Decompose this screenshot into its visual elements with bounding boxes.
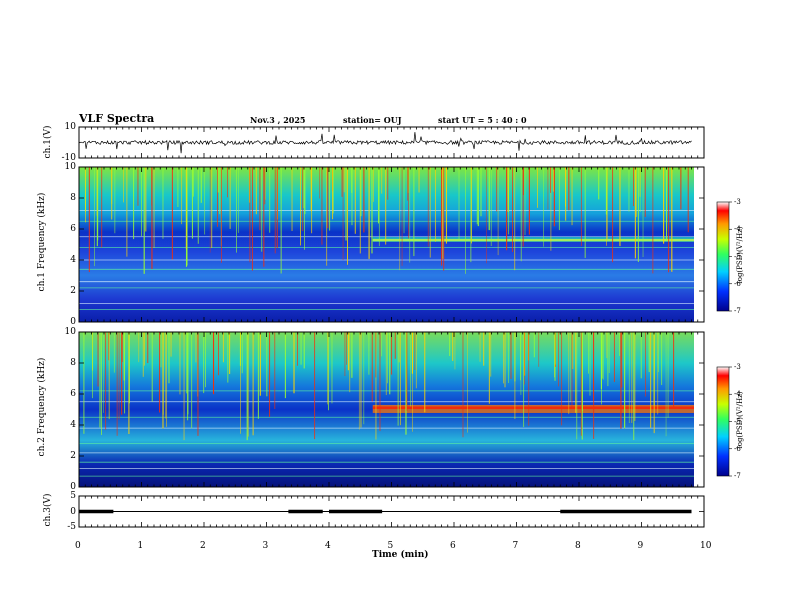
- xtick-label: 10: [700, 541, 712, 551]
- xtick-label: 1: [137, 541, 144, 551]
- xtick-label: 8: [575, 541, 581, 551]
- ch2-emission-core: [372, 406, 694, 409]
- ch1-blank-edge: [694, 167, 704, 322]
- colorbar-1-tick-label: -7: [734, 307, 741, 315]
- ytick-label-2: 6: [70, 224, 76, 234]
- ytick-label-4: -5: [67, 522, 76, 532]
- ytick-label-2: 0: [70, 317, 76, 327]
- colorbar-2-tick-label: -6: [734, 444, 741, 453]
- colorbar-2-tick-label: -3: [734, 363, 741, 371]
- colorbar-2-tick-label: -5: [734, 417, 741, 426]
- colorbar-1-tick-label: -4: [734, 225, 741, 234]
- ytick-label-2: 8: [70, 193, 76, 203]
- ytick-label-2: 2: [70, 286, 76, 296]
- xtick-label: 4: [325, 541, 331, 551]
- xtick-label: 0: [75, 541, 81, 551]
- ytick-label-3: 8: [70, 358, 76, 368]
- xtick-label: 2: [200, 541, 206, 551]
- xtick-label: 3: [262, 541, 269, 551]
- ytick-label-2: 10: [64, 162, 76, 172]
- ytick-label-4: 0: [70, 506, 76, 517]
- ytick-label-3: 4: [70, 420, 76, 430]
- xtick-label: 9: [637, 541, 644, 551]
- ch1-emission-core: [372, 238, 694, 242]
- ytick-label-1: 10: [64, 122, 76, 132]
- colorbar-2-tick-label: -7: [734, 472, 741, 480]
- start-time-label: start UT = 5 : 40 : 0: [438, 115, 527, 125]
- ch2-blank-edge: [694, 332, 704, 487]
- colorbar-1: [716, 201, 730, 312]
- colorbar-1-tick-label: -5: [734, 252, 741, 261]
- ytick-label-2: 4: [70, 255, 76, 265]
- colorbar-2: [716, 366, 730, 477]
- ytick-label-1: -10: [61, 153, 77, 163]
- ytick-label-3: 0: [70, 482, 76, 492]
- chart-title: VLF Spectra: [79, 112, 155, 125]
- x-axis-title: Time (min): [372, 550, 429, 560]
- ch1-spectrogram-background: [79, 167, 704, 322]
- ch1-waveform-series: [78, 132, 692, 154]
- ytick-label-3: 2: [70, 451, 76, 461]
- xtick-label: 6: [450, 541, 456, 551]
- colorbar-1-tick-label: -3: [734, 198, 741, 206]
- ytick-label-3: 6: [70, 389, 76, 399]
- station-label: station= OUJ: [343, 115, 402, 125]
- colorbar-1-tick-label: -6: [734, 279, 741, 288]
- ytick-label-3: 10: [64, 327, 76, 337]
- ytick-label-4: 5: [70, 491, 76, 501]
- xtick-label: 5: [387, 541, 394, 551]
- colorbar-2-tick-label: -4: [734, 390, 741, 399]
- xtick-label: 7: [512, 541, 519, 551]
- date-label: Nov.3 , 2025: [250, 115, 306, 125]
